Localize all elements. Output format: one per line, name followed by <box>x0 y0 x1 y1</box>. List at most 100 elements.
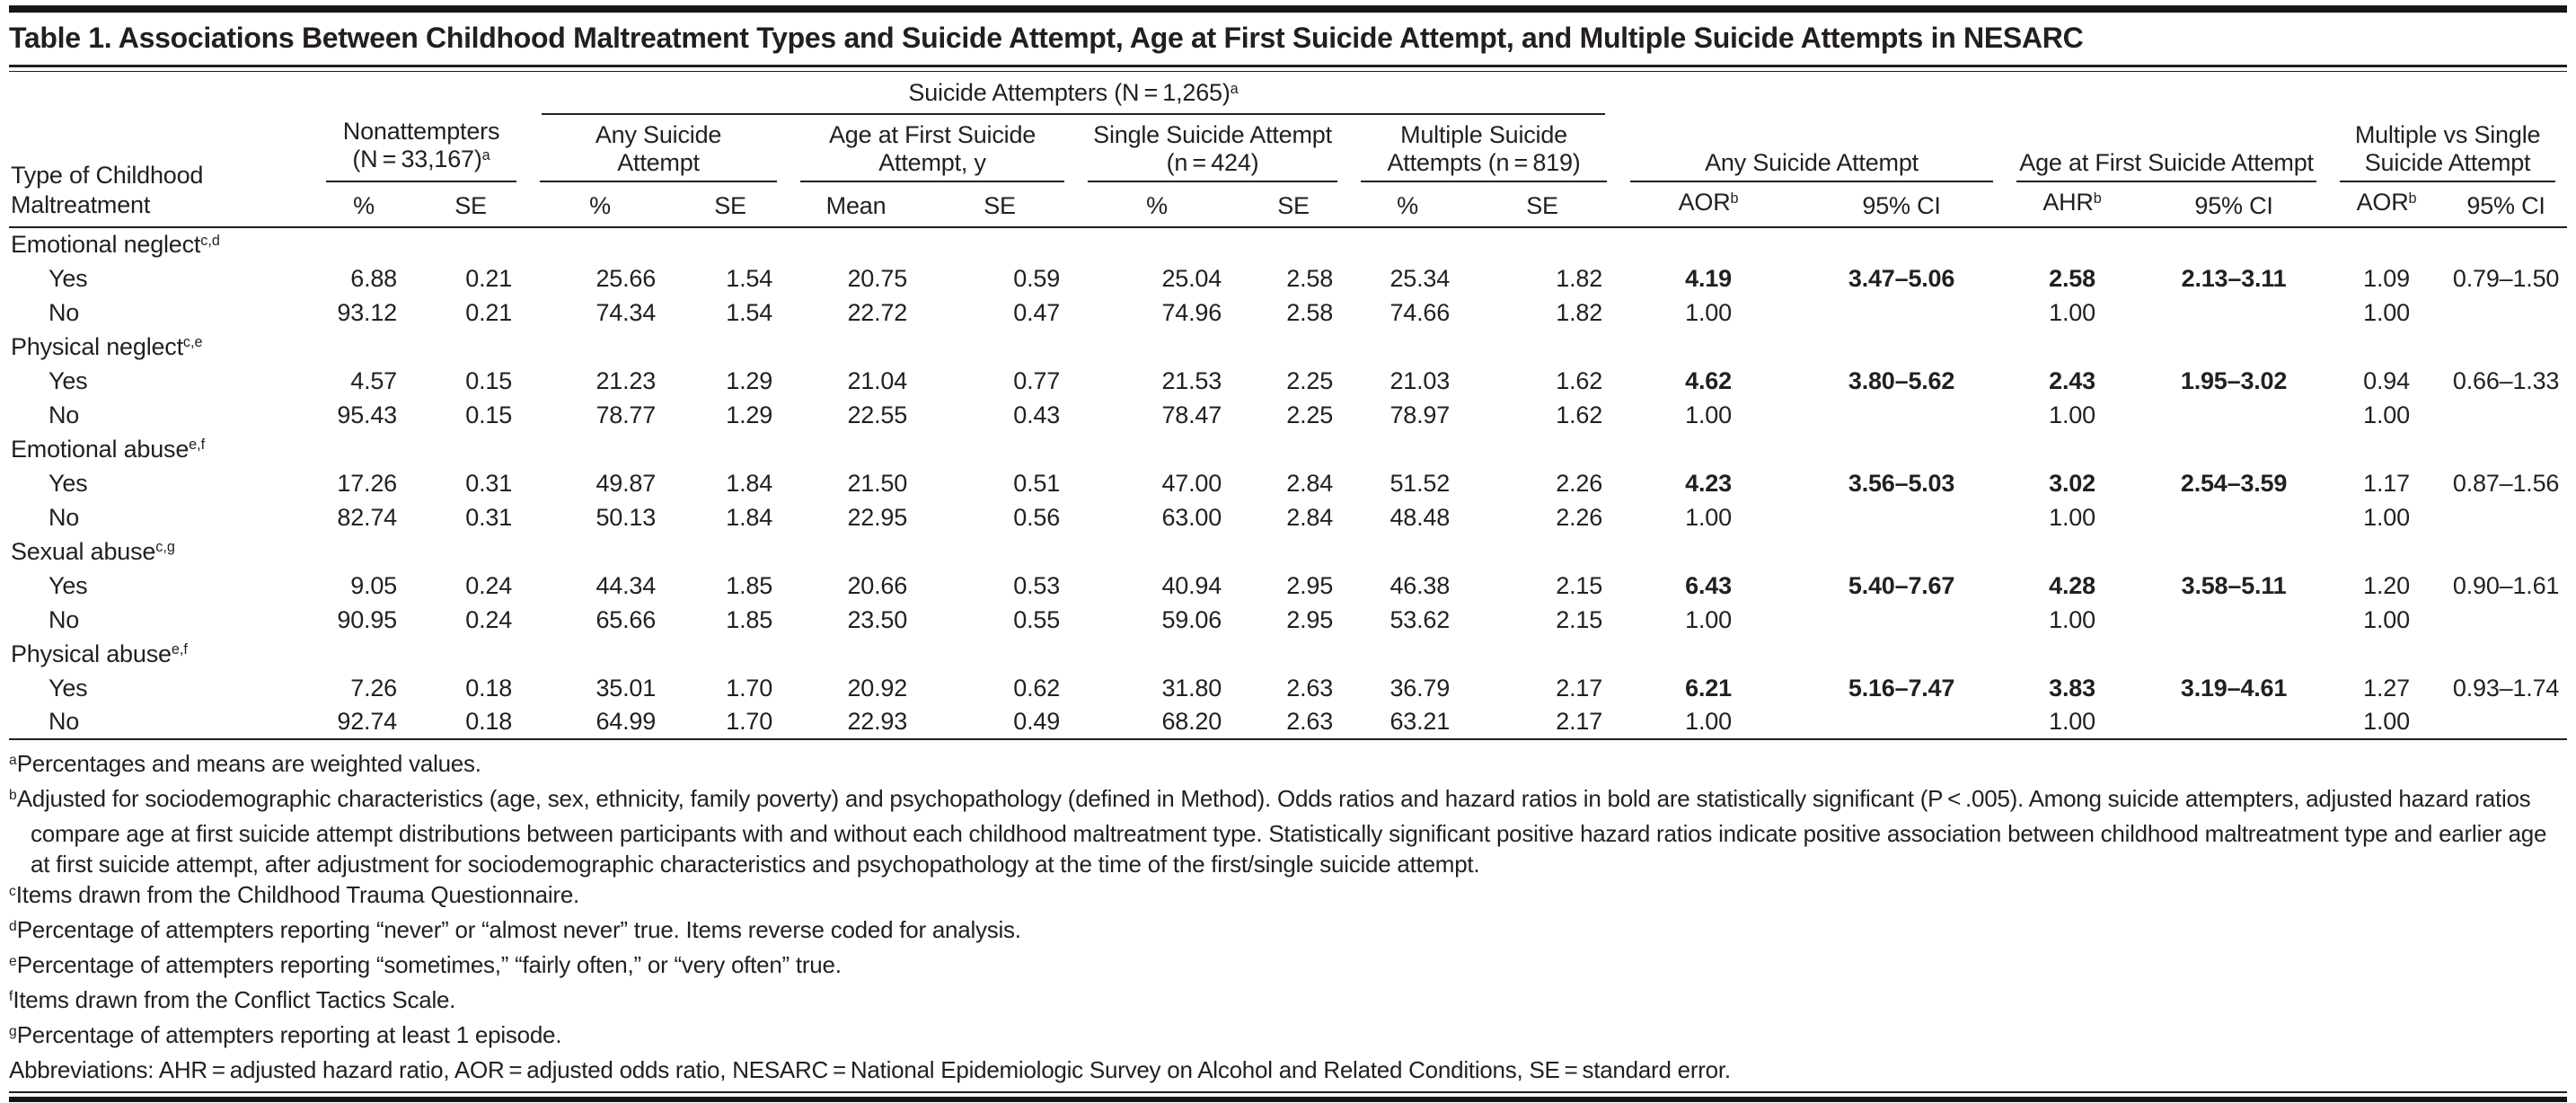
data-cell: 2.58 <box>1286 298 1334 326</box>
column-header: 95% CI <box>2139 183 2329 228</box>
data-cell: 2.63 <box>1238 705 1350 740</box>
data-cell: 3.47–5.06 <box>1848 264 1955 292</box>
data-cell <box>1798 705 2006 740</box>
data-cell: 78.77 <box>595 401 657 428</box>
row-label: No <box>49 298 80 326</box>
data-cell: 4.19 <box>1685 264 1732 292</box>
bottom-thin-rule <box>9 1091 2567 1093</box>
data-cell: 1.84 <box>726 469 773 497</box>
category-label: Physical neglectc,e <box>11 332 203 360</box>
group-header-label: Age at First Suicide Attempt <box>2016 149 2317 182</box>
table-row: Yes 17.26 0.31 49.87 1.84 21.50 0.51 47.00 2.84 5… <box>9 466 2567 500</box>
data-cell: 92.74 <box>314 705 413 740</box>
data-cell: 0.66–1.33 <box>2452 366 2560 394</box>
data-cell: 93.12 <box>337 298 397 326</box>
data-cell: 74.34 <box>595 298 657 326</box>
data-cell <box>1798 603 2005 637</box>
data-cell: 78.47 <box>1161 401 1222 428</box>
data-cell: 46.38 <box>1389 571 1451 599</box>
data-cell: 3.56–5.03 <box>1848 469 1955 497</box>
footnote-marker: b <box>1730 190 1739 207</box>
data-cell: 1.70 <box>726 674 773 702</box>
footnote-marker: c,d <box>200 232 220 249</box>
data-cell: 1.00 <box>1685 401 1732 428</box>
footnote: aPercentages and means are weighted valu… <box>9 750 481 777</box>
group-header-label: Nonattempters (N = 33,167)a <box>326 118 517 182</box>
header-row-spanner: Suicide Attempters (N = 1,265)a <box>9 75 2567 116</box>
data-cell: 1.70 <box>672 705 790 740</box>
data-cell: 74.66 <box>1389 298 1451 326</box>
data-cell: 2.15 <box>1556 605 1603 633</box>
data-cell: 0.18 <box>413 705 529 740</box>
group-header-label: Any Suicide Attempt <box>540 121 778 182</box>
bottom-rule <box>9 1097 2567 1102</box>
table-row: Yes 7.26 0.18 35.01 1.70 20.92 0.62 31.80 2.63 36… <box>9 671 2567 705</box>
data-cell: 20.92 <box>847 674 908 702</box>
data-cell: 2.15 <box>1556 571 1603 599</box>
data-cell: 1.00 <box>2049 298 2095 326</box>
data-cell: 2.84 <box>1286 469 1334 497</box>
data-cell: 21.50 <box>847 469 908 497</box>
data-cell: 0.15 <box>465 366 513 394</box>
data-cell: 6.21 <box>1685 674 1732 702</box>
group-header-0: Nonattempters (N = 33,167)a <box>314 116 528 183</box>
group-header-label: Multiple vs Single Suicide Attempt <box>2340 121 2556 182</box>
data-cell: 2.17 <box>1556 674 1603 702</box>
data-cell: 1.82 <box>1556 264 1603 292</box>
data-cell: 74.96 <box>1161 298 1222 326</box>
data-cell: 48.48 <box>1389 503 1451 531</box>
column-header: % <box>1349 183 1467 228</box>
data-cell: 3.58–5.11 <box>2181 571 2287 599</box>
column-header: % <box>1076 183 1239 228</box>
row-label: Yes <box>49 674 88 702</box>
footnote: cItems drawn from the Childhood Trauma Q… <box>9 881 579 908</box>
data-cell: 53.62 <box>1389 605 1451 633</box>
data-cell: 1.27 <box>2363 674 2410 702</box>
data-cell: 5.40–7.67 <box>1848 571 1955 599</box>
data-cell: 20.66 <box>847 571 908 599</box>
category-label: Sexual abusec,g <box>11 537 175 565</box>
data-cell: 1.62 <box>1556 401 1603 428</box>
row-label: No <box>9 705 314 740</box>
group-header-label: Any Suicide Attempt <box>1630 149 1994 182</box>
group-header-label: Age at First Suicide Attempt, y <box>800 121 1065 182</box>
data-cell: 1.00 <box>1685 298 1732 326</box>
group-header-4: Multiple Suicide Attempts (n = 819) <box>1349 116 1619 183</box>
data-cell: 1.29 <box>726 366 773 394</box>
data-cell <box>1798 296 2005 330</box>
data-cell: 2.54–3.59 <box>2180 469 2288 497</box>
data-cell: 2.25 <box>1286 366 1334 394</box>
category-row: Physical neglectc,e <box>9 330 2567 364</box>
data-cell: 0.47 <box>1013 298 1061 326</box>
data-cell: 1.00 <box>2049 605 2095 633</box>
title-divider-rule <box>9 65 2567 72</box>
data-cell: 49.87 <box>595 469 657 497</box>
footnote-marker: g <box>9 1024 17 1040</box>
category-row: Emotional neglectc,d <box>9 227 2567 261</box>
footnote-marker: d <box>9 919 17 935</box>
data-cell: 36.79 <box>1389 674 1451 702</box>
data-cell: 1.54 <box>726 264 773 292</box>
data-cell <box>2139 296 2328 330</box>
data-cell: 3.19–4.61 <box>2180 674 2288 702</box>
data-cell: 3.83 <box>2049 674 2095 702</box>
category-row: Sexual abusec,g <box>9 534 2567 569</box>
data-cell <box>2139 603 2328 637</box>
data-cell: 20.75 <box>847 264 908 292</box>
group-header-3: Single Suicide Attempt (n = 424) <box>1076 116 1349 183</box>
data-cell: 64.99 <box>528 705 673 740</box>
data-cell: 25.04 <box>1161 264 1222 292</box>
data-cell: 1.85 <box>726 605 773 633</box>
group-header-7: Multiple vs Single Suicide Attempt <box>2328 116 2567 183</box>
data-cell: 2.13–3.11 <box>2181 264 2287 292</box>
table-row: No 92.74 0.18 64.99 1.70 22.93 0.49 68.20 2.63 63… <box>9 705 2568 740</box>
data-cell: 50.13 <box>595 503 657 531</box>
group-header-label: Single Suicide Attempt (n = 424) <box>1088 121 1338 182</box>
data-cell <box>1798 500 2005 534</box>
data-cell: 25.34 <box>1389 264 1451 292</box>
group-header-2: Age at First Suicide Attempt, y <box>789 116 1076 183</box>
row-label: Yes <box>49 366 88 394</box>
data-cell: 0.87–1.56 <box>2452 469 2560 497</box>
data-cell: 1.84 <box>726 503 773 531</box>
